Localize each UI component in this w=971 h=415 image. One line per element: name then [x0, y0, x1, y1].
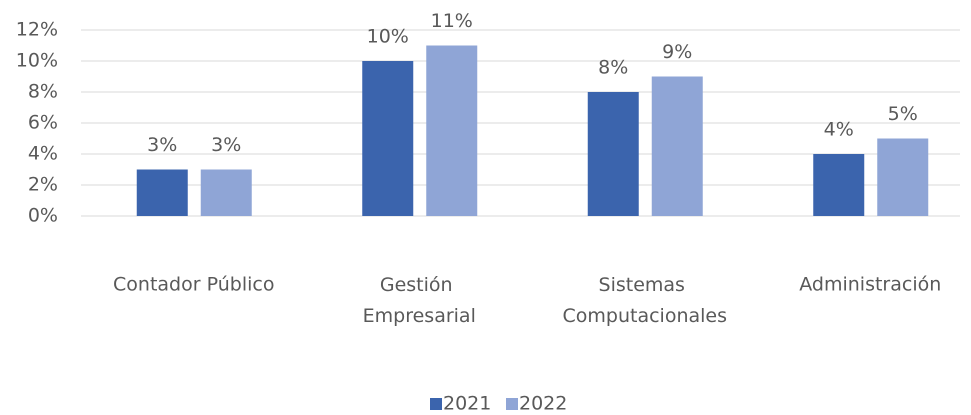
legend-label: 2021 — [443, 393, 491, 415]
y-tick-label: 0% — [28, 205, 58, 227]
bar — [587, 92, 639, 216]
y-tick-label: 8% — [28, 81, 58, 103]
value-label: 5% — [888, 103, 918, 125]
bar — [877, 138, 929, 216]
value-label: 3% — [211, 134, 241, 156]
value-label: 8% — [598, 57, 628, 79]
legend-label: 2022 — [519, 393, 567, 415]
y-tick-label: 12% — [16, 19, 58, 41]
legend-swatch — [506, 398, 518, 410]
x-tick-label: Administración — [799, 274, 941, 296]
value-label: 11% — [431, 10, 473, 32]
legend-swatch — [430, 398, 442, 410]
value-label: 10% — [367, 26, 409, 48]
bar — [362, 61, 414, 216]
y-tick-label: 10% — [16, 50, 58, 72]
bar — [136, 169, 188, 216]
value-label: 9% — [662, 41, 692, 63]
bar — [200, 169, 252, 216]
y-tick-label: 4% — [28, 143, 58, 165]
y-tick-label: 6% — [28, 112, 58, 134]
y-tick-label: 2% — [28, 174, 58, 196]
value-label: 3% — [147, 134, 177, 156]
x-tick-label: Sistemas Computacionales — [563, 274, 728, 327]
x-tick-label: Contador Público — [113, 274, 274, 296]
x-tick-label: Gestión Empresarial — [363, 274, 476, 327]
value-label: 4% — [824, 119, 854, 141]
bar — [813, 154, 865, 216]
bar — [651, 76, 703, 216]
bar — [426, 45, 478, 216]
